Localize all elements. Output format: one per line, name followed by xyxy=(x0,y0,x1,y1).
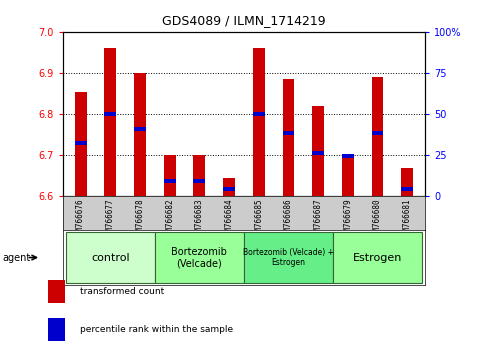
Bar xyxy=(223,187,235,191)
Text: GSM766681: GSM766681 xyxy=(403,198,412,240)
Bar xyxy=(164,179,176,183)
Bar xyxy=(253,112,265,116)
Text: GSM766679: GSM766679 xyxy=(343,198,352,240)
Bar xyxy=(193,155,205,196)
Text: GSM766680: GSM766680 xyxy=(373,198,382,240)
Text: Bortezomib (Velcade) +
Estrogen: Bortezomib (Velcade) + Estrogen xyxy=(243,248,334,267)
Bar xyxy=(371,131,384,135)
FancyBboxPatch shape xyxy=(244,232,333,283)
Text: GSM766683: GSM766683 xyxy=(195,198,204,240)
Bar xyxy=(312,106,324,196)
Bar xyxy=(401,169,413,196)
Bar xyxy=(283,131,295,135)
Bar xyxy=(48,280,65,303)
Text: GSM766686: GSM766686 xyxy=(284,198,293,240)
Text: GSM766685: GSM766685 xyxy=(254,198,263,240)
Bar xyxy=(283,79,295,196)
Bar xyxy=(401,187,413,191)
Bar xyxy=(75,141,86,145)
Text: GSM766687: GSM766687 xyxy=(313,198,323,240)
FancyBboxPatch shape xyxy=(155,232,244,283)
Bar xyxy=(48,318,65,341)
Bar xyxy=(134,126,146,131)
Bar xyxy=(164,155,176,196)
Bar xyxy=(134,73,146,196)
Bar xyxy=(104,112,116,116)
Text: GSM766684: GSM766684 xyxy=(225,198,234,240)
Bar xyxy=(371,77,384,196)
Bar xyxy=(342,154,354,158)
Text: GSM766678: GSM766678 xyxy=(136,198,144,240)
Text: GSM766676: GSM766676 xyxy=(76,198,85,240)
Text: percentile rank within the sample: percentile rank within the sample xyxy=(80,325,233,334)
Bar xyxy=(223,178,235,196)
FancyBboxPatch shape xyxy=(333,232,422,283)
Text: GSM766677: GSM766677 xyxy=(106,198,115,240)
Text: control: control xyxy=(91,252,129,263)
Bar xyxy=(342,155,354,196)
Text: GSM766682: GSM766682 xyxy=(165,198,174,240)
Bar xyxy=(75,92,86,196)
FancyBboxPatch shape xyxy=(66,232,155,283)
Bar xyxy=(104,48,116,196)
Bar xyxy=(253,48,265,196)
Text: agent: agent xyxy=(2,252,30,263)
Bar xyxy=(193,179,205,183)
Text: Bortezomib
(Velcade): Bortezomib (Velcade) xyxy=(171,247,227,268)
Text: GDS4089 / ILMN_1714219: GDS4089 / ILMN_1714219 xyxy=(162,14,326,27)
Text: transformed count: transformed count xyxy=(80,287,164,296)
Text: Estrogen: Estrogen xyxy=(353,252,402,263)
Bar xyxy=(312,151,324,155)
